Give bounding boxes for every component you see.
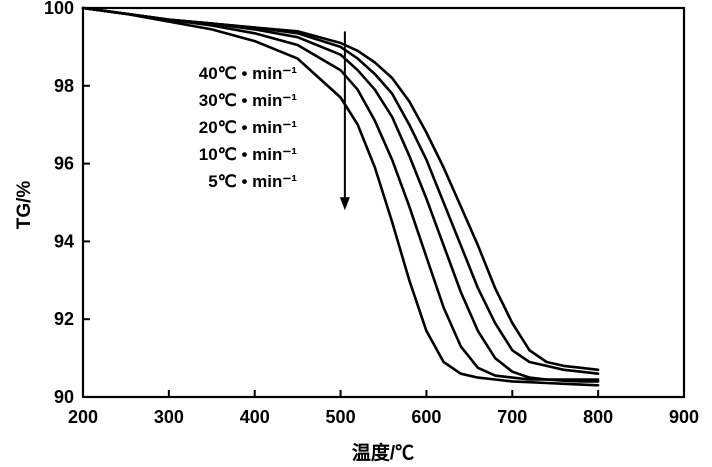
legend-label: 10℃ • min⁻¹	[199, 145, 298, 164]
x-tick-label: 300	[154, 407, 184, 427]
y-axis-title: TG/%	[14, 181, 35, 230]
series-line-4	[81, 6, 600, 381]
x-tick-label: 200	[68, 407, 98, 427]
x-tick-label: 900	[669, 407, 699, 427]
plot-frame	[81, 6, 686, 399]
y-tick-label: 100	[44, 0, 74, 18]
y-tick-label: 92	[54, 309, 74, 329]
series-line-3	[81, 6, 600, 383]
x-tick-label: 800	[583, 407, 613, 427]
y-tick-label: 94	[54, 231, 74, 251]
legend-label: 30℃ • min⁻¹	[199, 91, 298, 110]
x-tick-label: 400	[240, 407, 270, 427]
x-tick-label: 500	[326, 407, 356, 427]
series-line-2	[81, 6, 600, 376]
y-tick-label: 90	[54, 387, 74, 407]
x-axis-title: 温度/℃	[352, 441, 414, 464]
series-line-1	[81, 6, 600, 372]
x-tick-label: 600	[411, 407, 441, 427]
legend-label: 40℃ • min⁻¹	[199, 64, 298, 83]
legend-label: 5℃ • min⁻¹	[208, 172, 297, 191]
y-tick-label: 96	[54, 154, 74, 174]
legend-label: 20℃ • min⁻¹	[199, 118, 298, 137]
x-tick-label: 700	[497, 407, 527, 427]
arrow-head	[339, 197, 350, 211]
y-tick-label: 98	[54, 76, 74, 96]
series-line-5	[81, 6, 600, 387]
